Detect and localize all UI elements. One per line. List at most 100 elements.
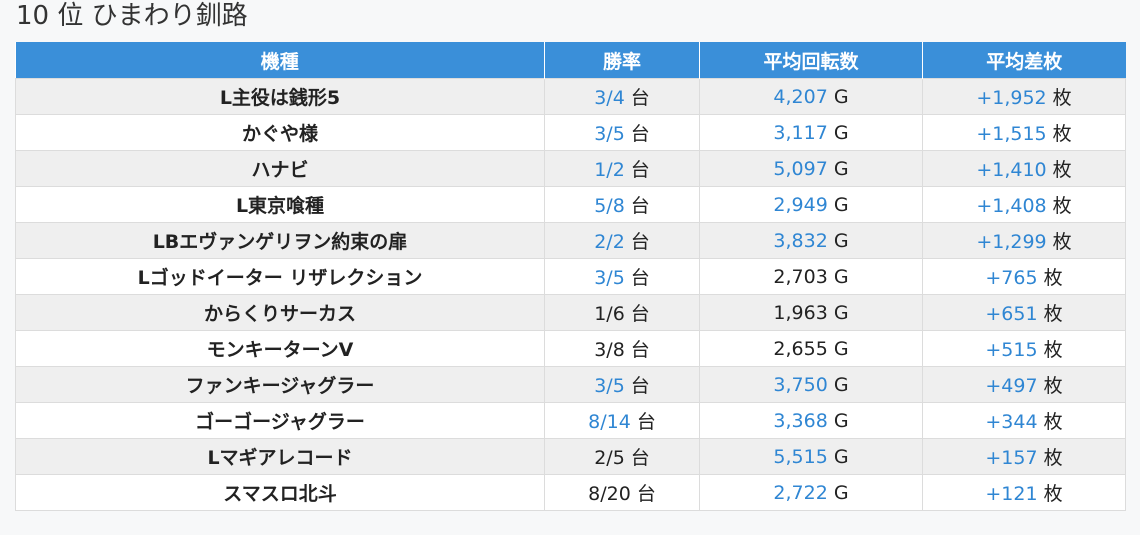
table-row[interactable]: Lマギアレコード 2/5 台 5,515 G +157 枚 xyxy=(15,438,1126,475)
avg-spins-value: 2,655 xyxy=(773,337,828,360)
table-row[interactable]: ファンキージャグラー 3/5 台 3,750 G +497 枚 xyxy=(15,366,1126,403)
avg-spins-cell: 2,703 G xyxy=(699,258,923,295)
avg-spins-unit: G xyxy=(833,229,849,252)
avg-spins-cell: 4,207 G xyxy=(699,78,923,115)
win-rate-value: 1/2 xyxy=(594,159,625,181)
avg-diff-value: +765 xyxy=(985,267,1038,289)
avg-spins-value: 5,515 xyxy=(773,445,828,468)
win-rate-cell: 2/5 台 xyxy=(544,438,700,475)
avg-diff-unit: 枚 xyxy=(1043,375,1063,397)
column-header-avg-diff[interactable]: 平均差枚 xyxy=(922,42,1126,79)
machine-name-cell[interactable]: LBエヴァンゲリヲン約束の扉 xyxy=(15,222,545,259)
win-rate-unit: 台 xyxy=(630,195,650,217)
avg-diff-value: +1,515 xyxy=(976,123,1047,145)
avg-diff-value: +497 xyxy=(985,375,1038,397)
avg-spins-cell: 2,655 G xyxy=(699,330,923,367)
table-row[interactable]: ハナビ 1/2 台 5,097 G +1,410 枚 xyxy=(15,150,1126,187)
avg-diff-unit: 枚 xyxy=(1043,267,1063,289)
win-rate-value: 3/5 xyxy=(594,123,625,145)
win-rate-unit: 台 xyxy=(630,159,650,181)
avg-diff-unit: 枚 xyxy=(1052,231,1072,253)
avg-diff-unit: 枚 xyxy=(1043,303,1063,325)
win-rate-cell: 3/4 台 xyxy=(544,78,700,115)
machine-name-cell[interactable]: ハナビ xyxy=(15,150,545,187)
table-row[interactable]: かぐや様 3/5 台 3,117 G +1,515 枚 xyxy=(15,114,1126,151)
avg-spins-cell: 1,963 G xyxy=(699,294,923,331)
win-rate-value: 2/5 xyxy=(594,447,625,469)
win-rate-cell: 1/6 台 xyxy=(544,294,700,331)
column-header-avg-spins[interactable]: 平均回転数 xyxy=(699,42,923,79)
table-row[interactable]: からくりサーカス 1/6 台 1,963 G +651 枚 xyxy=(15,294,1126,331)
page-title: 10 位 ひまわり釧路 xyxy=(16,1,248,31)
avg-spins-unit: G xyxy=(833,121,849,144)
avg-spins-cell: 2,722 G xyxy=(699,474,923,511)
win-rate-cell: 8/14 台 xyxy=(544,402,700,439)
avg-spins-cell: 5,515 G xyxy=(699,438,923,475)
win-rate-unit: 台 xyxy=(630,303,650,325)
avg-spins-value: 3,117 xyxy=(773,121,828,144)
avg-spins-cell: 3,117 G xyxy=(699,114,923,151)
avg-spins-value: 2,722 xyxy=(773,481,828,504)
avg-diff-cell: +1,299 枚 xyxy=(922,222,1126,259)
avg-spins-cell: 5,097 G xyxy=(699,150,923,187)
avg-diff-unit: 枚 xyxy=(1043,447,1063,469)
avg-diff-unit: 枚 xyxy=(1052,159,1072,181)
machine-name-cell[interactable]: ファンキージャグラー xyxy=(15,366,545,403)
avg-diff-cell: +497 枚 xyxy=(922,366,1126,403)
machine-name-cell[interactable]: スマスロ北斗 xyxy=(15,474,545,511)
avg-diff-value: +1,952 xyxy=(976,87,1047,109)
machine-name-cell[interactable]: ゴーゴージャグラー xyxy=(15,402,545,439)
table-row[interactable]: L東京喰種 5/8 台 2,949 G +1,408 枚 xyxy=(15,186,1126,223)
avg-diff-value: +344 xyxy=(985,411,1038,433)
avg-diff-value: +1,410 xyxy=(976,159,1047,181)
win-rate-cell: 8/20 台 xyxy=(544,474,700,511)
avg-diff-cell: +765 枚 xyxy=(922,258,1126,295)
machine-name-cell[interactable]: からくりサーカス xyxy=(15,294,545,331)
avg-diff-cell: +157 枚 xyxy=(922,438,1126,475)
column-header-win-rate[interactable]: 勝率 xyxy=(544,42,700,79)
win-rate-value: 8/14 xyxy=(588,411,631,433)
ranking-table: 機種 勝率 平均回転数 平均差枚 L主役は銭形5 3/4 台 4,207 G +1,952… xyxy=(15,42,1126,511)
avg-diff-value: +515 xyxy=(985,339,1038,361)
machine-name-cell[interactable]: モンキーターンV xyxy=(15,330,545,367)
avg-spins-unit: G xyxy=(833,337,849,360)
win-rate-unit: 台 xyxy=(630,339,650,361)
avg-spins-unit: G xyxy=(833,409,849,432)
avg-diff-cell: +121 枚 xyxy=(922,474,1126,511)
avg-spins-unit: G xyxy=(833,373,849,396)
win-rate-value: 3/5 xyxy=(594,375,625,397)
machine-name-cell[interactable]: かぐや様 xyxy=(15,114,545,151)
table-row[interactable]: LBエヴァンゲリヲン約束の扉 2/2 台 3,832 G +1,299 枚 xyxy=(15,222,1126,259)
avg-spins-unit: G xyxy=(833,193,849,216)
table-row[interactable]: スマスロ北斗 8/20 台 2,722 G +121 枚 xyxy=(15,474,1126,511)
avg-diff-unit: 枚 xyxy=(1043,483,1063,505)
avg-spins-value: 3,832 xyxy=(773,229,828,252)
win-rate-unit: 台 xyxy=(630,231,650,253)
win-rate-value: 2/2 xyxy=(594,231,625,253)
win-rate-unit: 台 xyxy=(630,447,650,469)
win-rate-value: 3/5 xyxy=(594,267,625,289)
avg-spins-unit: G xyxy=(833,85,849,108)
machine-name-cell[interactable]: L東京喰種 xyxy=(15,186,545,223)
win-rate-unit: 台 xyxy=(630,87,650,109)
win-rate-cell: 3/5 台 xyxy=(544,114,700,151)
avg-spins-value: 4,207 xyxy=(773,85,828,108)
machine-name-cell[interactable]: Lゴッドイーター リザレクション xyxy=(15,258,545,295)
column-header-machine[interactable]: 機種 xyxy=(15,42,545,79)
avg-diff-unit: 枚 xyxy=(1043,411,1063,433)
table-row[interactable]: モンキーターンV 3/8 台 2,655 G +515 枚 xyxy=(15,330,1126,367)
avg-spins-cell: 2,949 G xyxy=(699,186,923,223)
avg-spins-value: 3,368 xyxy=(773,409,828,432)
table-row[interactable]: ゴーゴージャグラー 8/14 台 3,368 G +344 枚 xyxy=(15,402,1126,439)
table-row[interactable]: L主役は銭形5 3/4 台 4,207 G +1,952 枚 xyxy=(15,78,1126,115)
avg-diff-value: +121 xyxy=(985,483,1038,505)
table-row[interactable]: Lゴッドイーター リザレクション 3/5 台 2,703 G +765 枚 xyxy=(15,258,1126,295)
avg-diff-value: +1,299 xyxy=(976,231,1047,253)
machine-name-cell[interactable]: Lマギアレコード xyxy=(15,438,545,475)
win-rate-unit: 台 xyxy=(630,267,650,289)
win-rate-unit: 台 xyxy=(630,123,650,145)
avg-diff-cell: +1,408 枚 xyxy=(922,186,1126,223)
machine-name-cell[interactable]: L主役は銭形5 xyxy=(15,78,545,115)
avg-diff-cell: +651 枚 xyxy=(922,294,1126,331)
win-rate-cell: 3/5 台 xyxy=(544,258,700,295)
